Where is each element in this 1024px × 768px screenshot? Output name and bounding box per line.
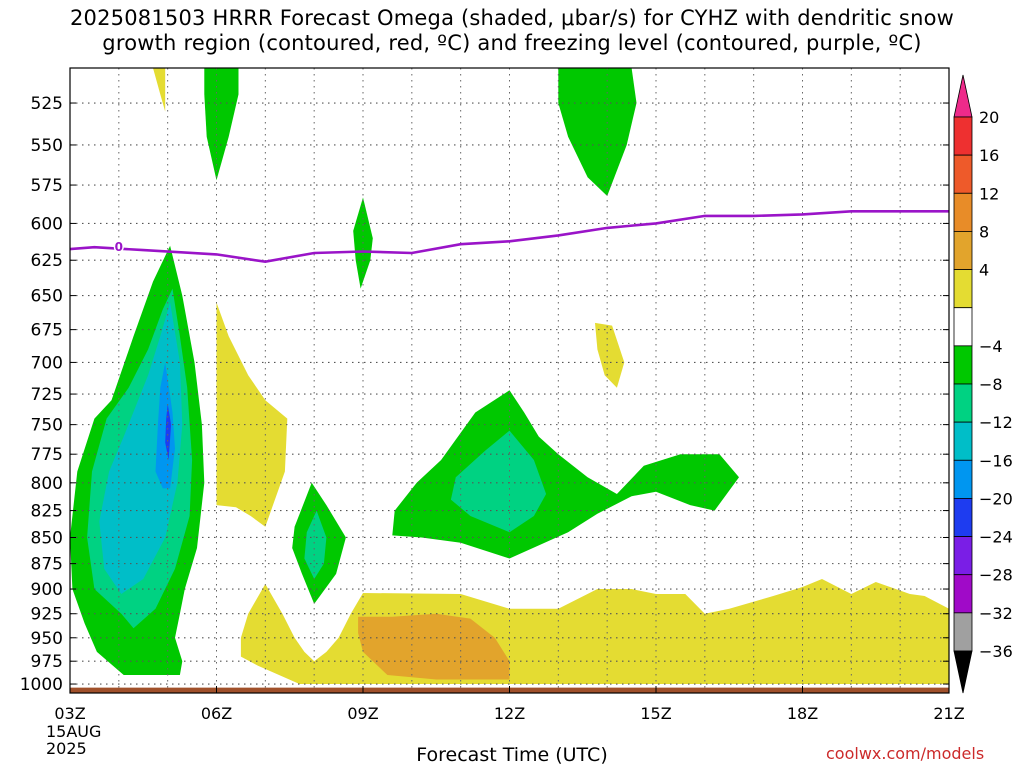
y-tick-label-625: 625 (31, 251, 63, 271)
y-tick-label-550: 550 (31, 136, 63, 156)
omega-region-teal-12 (304, 510, 327, 579)
omega-region-teal-14 (450, 430, 547, 533)
freezing-level-line (70, 210, 949, 264)
chart-title: 2025081503 HRRR Forecast Omega (shaded, … (0, 6, 1024, 56)
y-tick-label-925: 925 (31, 605, 63, 625)
colorbar-band-4 (953, 231, 973, 270)
colorbar-label-8: −16 (979, 451, 1013, 470)
colorbar-band-8 (953, 383, 973, 423)
y-tick-label-900: 900 (31, 580, 63, 600)
colorbar-label-10: −24 (979, 528, 1013, 547)
colorbar-band-3 (953, 192, 973, 232)
y-tick-label-725: 725 (31, 385, 63, 405)
x-tick-sublabel-1: 2025 (46, 739, 87, 758)
y-tick-label-1000: 1000 (20, 675, 63, 695)
y-tick-label-975: 975 (31, 652, 63, 672)
freezing-level-label: 0 (115, 240, 123, 254)
colorbar-band-9 (953, 421, 973, 461)
colorbar-label-5: −4 (979, 337, 1003, 356)
chart-title-line-1: 2025081503 HRRR Forecast Omega (shaded, … (69, 6, 955, 30)
omega-region-yellow-0 (153, 68, 166, 112)
x-tick-label-15Z: 15Z (640, 704, 671, 723)
colorbar-label-2: 12 (979, 184, 999, 203)
omega-colorbar: 20 16 12 8 4 −4 −8 −12 −16 −20 −24 −28 −32 −36 (953, 74, 1013, 694)
colorbar-top-arrow (953, 74, 973, 118)
colorbar-label-9: −20 (979, 489, 1013, 508)
colorbar-band-7 (953, 345, 973, 385)
x-tick-sublabel-0: 15AUG (46, 722, 101, 741)
colorbar-label-13: −36 (979, 642, 1013, 661)
x-tick-label-03Z: 03Z (54, 704, 85, 723)
omega-region-yellow-5 (216, 302, 288, 527)
colorbar-label-4: 4 (979, 261, 989, 280)
y-tick-label-775: 775 (31, 445, 63, 465)
x-axis-title: Forecast Time (UTC) (416, 744, 608, 766)
colorbar-label-1: 16 (979, 146, 999, 165)
y-tick-label-525: 525 (31, 94, 63, 114)
omega-region-blue-10 (165, 404, 172, 460)
credit-link[interactable]: coolwx.com/models (826, 744, 985, 763)
colorbar-band-1 (953, 116, 973, 156)
colorbar-band-5 (953, 269, 973, 309)
y-tick-label-675: 675 (31, 321, 63, 341)
colorbar-label-12: −32 (979, 604, 1013, 623)
colorbar-label-11: −28 (979, 566, 1013, 585)
x-tick-label-12Z: 12Z (494, 704, 525, 723)
colorbar-band-6 (953, 307, 973, 347)
y-tick-label-950: 950 (31, 629, 63, 649)
y-tick-label-850: 850 (31, 528, 63, 548)
y-tick-label-650: 650 (31, 287, 63, 307)
omega-region-orange-16 (358, 613, 510, 680)
colorbar-band-11 (953, 498, 973, 537)
freezing-level-contour: 0 (70, 210, 949, 264)
colorbar-label-6: −8 (979, 375, 1003, 394)
colorbar-band-12 (953, 536, 973, 576)
y-tick-label-600: 600 (31, 214, 63, 234)
y-tick-label-875: 875 (31, 555, 63, 575)
omega-region-green-2 (558, 68, 637, 196)
x-tick-label-18Z: 18Z (787, 704, 818, 723)
x-tick-label-09Z: 09Z (347, 704, 378, 723)
colorbar-band-10 (953, 459, 973, 499)
omega-region-green-1 (204, 68, 239, 181)
colorbar-label-0: 20 (979, 108, 999, 127)
grid-lines (70, 68, 949, 693)
colorbar-band-13 (953, 574, 973, 614)
omega-region-cyan-8 (99, 302, 183, 594)
omega-shaded-regions (70, 68, 949, 684)
colorbar-label-7: −12 (979, 413, 1013, 432)
omega-region-yellow-4 (595, 322, 625, 388)
colorbar-bottom-arrow (953, 650, 973, 694)
chart-title-line-2: growth region (contoured, red, ºC) and f… (102, 31, 922, 55)
x-tick-label-21Z: 21Z (933, 704, 964, 723)
colorbar-band-14 (953, 612, 973, 652)
y-axis-pressure: 525 550 575 600 625 650 675 700 725 750 775 800 825 8… (20, 94, 949, 695)
y-tick-label-700: 700 (31, 353, 63, 373)
y-tick-label-575: 575 (31, 176, 63, 196)
y-tick-label-750: 750 (31, 416, 63, 436)
y-tick-label-800: 800 (31, 474, 63, 494)
y-tick-label-825: 825 (31, 502, 63, 522)
x-tick-label-06Z: 06Z (201, 704, 232, 723)
colorbar-band-2 (953, 154, 973, 194)
colorbar-label-3: 8 (979, 222, 989, 241)
